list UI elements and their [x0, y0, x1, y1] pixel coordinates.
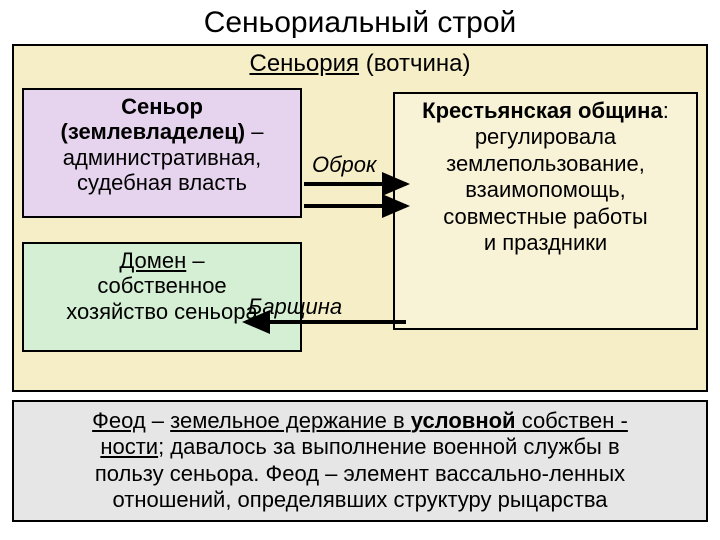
lord-line1: Сеньор — [121, 94, 203, 119]
community-line1-bold: Крестьянская община — [422, 98, 663, 123]
feod-l3: пользу сеньора. Феод – элемент вассально… — [95, 461, 625, 486]
lord-line2-bold: (землевладелец) — [61, 119, 246, 144]
feod-l1e: собствен - — [516, 408, 628, 433]
seigneury-title-underlined: Сеньория — [249, 50, 359, 77]
community-line6: и праздники — [484, 230, 607, 255]
domain-line3: хозяйство сеньора — [66, 299, 257, 324]
community-line2: регулировала — [475, 124, 616, 149]
domain-line2: собственное — [97, 273, 226, 298]
main-title: Сеньориальный строй — [0, 0, 720, 44]
lord-box: Сеньор (землевладелец) – административна… — [22, 88, 302, 218]
seigneury-outer-box: Сеньория (вотчина) Сеньор (землевладелец… — [12, 44, 708, 392]
domain-line1-u: Домен — [119, 248, 186, 273]
feod-l4: отношений, определявших структуру рыцарс… — [113, 487, 608, 512]
barshchina-label: Барщина — [248, 294, 342, 320]
seigneury-title: Сеньория (вотчина) — [14, 46, 706, 82]
community-box: Крестьянская община: регулировала землеп… — [393, 92, 698, 330]
feod-l2b: ; давалось за выполнение военной службы … — [158, 434, 620, 459]
feod-l2: ности — [100, 434, 158, 459]
community-line1-rest: : — [663, 98, 669, 123]
feod-box: Феод – земельное держание в условной соб… — [12, 400, 708, 522]
lord-line2-rest: – — [245, 119, 263, 144]
community-line5: совместные работы — [443, 204, 647, 229]
lord-line3: административная, — [63, 145, 261, 170]
domain-line1-rest: – — [186, 248, 204, 273]
community-line4: взаимопомощь, — [465, 177, 626, 202]
feod-l1d: условной — [411, 408, 516, 433]
obrok-label: Оброк — [312, 152, 376, 178]
feod-l1b: – — [146, 408, 170, 433]
community-line3: землепользование, — [446, 151, 645, 176]
feod-l1a: Феод — [92, 408, 146, 433]
feod-l1c: земельное держание в — [170, 408, 411, 433]
seigneury-title-rest: (вотчина) — [359, 50, 470, 77]
lord-line4: судебная власть — [77, 170, 247, 195]
